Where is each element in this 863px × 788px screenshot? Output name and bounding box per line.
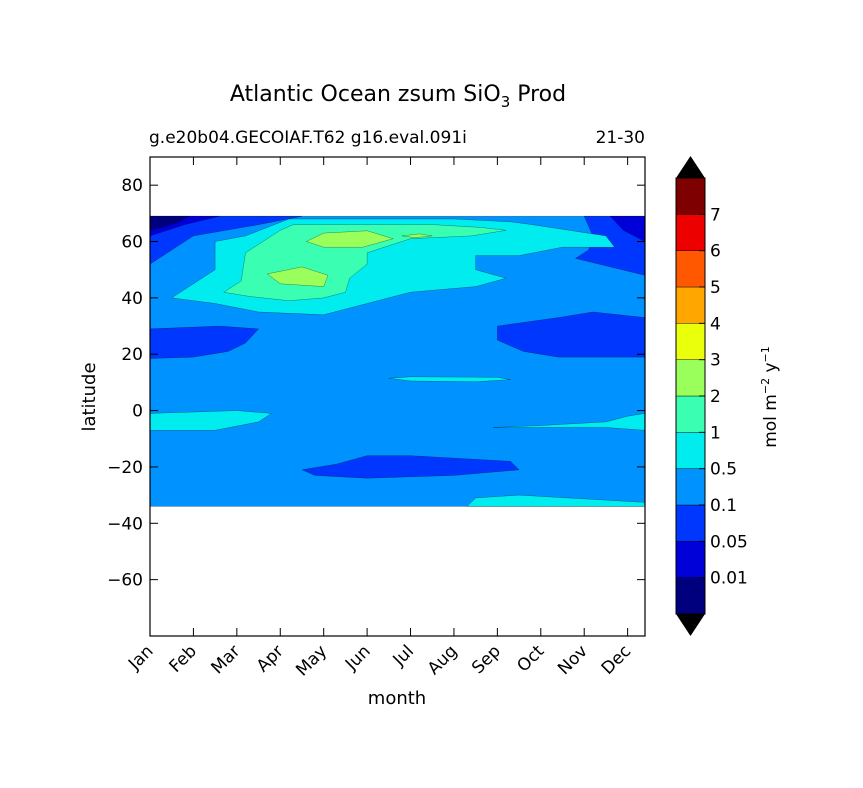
colorbar-tick-label: 1: [710, 423, 721, 443]
contour-region-16: [492, 413, 645, 431]
contour-region-6: [609, 215, 645, 242]
colorbar-segment: [675, 577, 706, 615]
colorbar-segment: [675, 286, 706, 324]
x-tick-label: Dec: [598, 641, 635, 678]
colorbar-label-main: mol m: [761, 394, 781, 448]
y-tick-label: −60: [107, 571, 143, 591]
x-tick-label: Nov: [554, 641, 592, 679]
y-tick-label: −40: [107, 514, 143, 534]
subtitle-right: 21-30: [596, 128, 645, 148]
contour-region-12: [150, 325, 260, 359]
x-axis-label: month: [368, 688, 426, 709]
colorbar-label-exp1: −2: [759, 378, 772, 394]
colorbar-label-exp2: −1: [759, 346, 772, 362]
y-tick-label: 60: [121, 233, 143, 253]
contour-plot-area: [149, 156, 646, 637]
colorbar-tick-label: 4: [710, 314, 721, 334]
x-tick-label: Jun: [341, 641, 375, 675]
y-axis-label: latitude: [79, 362, 100, 431]
colorbar-segment: [675, 250, 706, 288]
colorbar-segment: [675, 395, 706, 433]
colorbar-tick-label: 0.1: [710, 496, 737, 516]
colorbar-tick-label: 2: [710, 387, 721, 407]
y-tick-label: 80: [121, 176, 143, 196]
colorbar-tick-label: 0.01: [710, 569, 748, 589]
colorbar-tick-label: 5: [710, 278, 721, 298]
colorbar-segment: [675, 541, 706, 578]
x-tick-label: Oct: [513, 641, 548, 676]
contour-region-15: [150, 410, 273, 431]
title-subscript: 3: [501, 93, 511, 111]
title-main: Atlantic Ocean zsum SiO: [230, 82, 501, 107]
x-tick-label: Aug: [424, 641, 462, 679]
plot-frame: [149, 156, 646, 637]
contour-region-13: [497, 311, 645, 358]
colorbar-extend-top: [676, 156, 705, 178]
contour-region-18: [466, 494, 645, 507]
colorbar-tick-label: 7: [710, 205, 721, 225]
y-tick-label: 40: [121, 289, 143, 309]
x-tick-label: Sep: [468, 641, 505, 678]
x-tick-label: Feb: [166, 641, 201, 676]
x-tick-label: Apr: [253, 641, 288, 676]
contour-region-9: [305, 230, 394, 248]
contour-region-11: [401, 233, 433, 238]
colorbar-segment: [675, 214, 706, 251]
colorbar-tick-label: 3: [710, 351, 721, 371]
contour-region-4: [150, 215, 190, 231]
x-tick-label: Jul: [389, 641, 418, 670]
y-tick-label: −20: [107, 458, 143, 478]
colorbar-segment: [675, 432, 706, 469]
x-tick-label: May: [292, 641, 331, 680]
colorbar-label-mid: y: [761, 362, 781, 377]
subtitle-left: g.e20b04.GECOIAF.T62 g16.eval.091i: [149, 128, 467, 148]
y-axis: 80 60 40 20 0 −20 −40 −60: [107, 176, 645, 591]
title-tail: Prod: [510, 82, 566, 107]
colorbar-label: mol m−2 y−1: [759, 346, 781, 448]
contour-regions: [150, 215, 645, 507]
contour-region-17: [301, 455, 520, 479]
y-tick-label: 20: [121, 345, 143, 365]
colorbar-segment: [675, 177, 706, 215]
colorbar-tick-label: 0.5: [710, 460, 737, 480]
colorbar-segment: [675, 359, 706, 397]
colorbar: 0.01 0.05 0.1 0.5 1 2 3 4 5 6 7: [675, 156, 748, 636]
y-tick-label: 0: [132, 402, 143, 422]
colorbar-segment: [675, 323, 706, 360]
colorbar-tick-label: 0.05: [710, 532, 748, 552]
colorbar-extend-bottom: [676, 614, 705, 636]
contour-region-10: [266, 266, 329, 287]
contour-region-14: [388, 376, 511, 383]
chart-title: Atlantic Ocean zsum SiO3 Prod: [230, 82, 566, 111]
x-tick-label: Mar: [208, 641, 245, 678]
x-tick-label: Jan: [124, 641, 157, 674]
colorbar-segment: [675, 504, 706, 542]
contour-region-2: [150, 215, 303, 265]
colorbar-segment: [675, 468, 706, 506]
colorbar-tick-label: 6: [710, 242, 721, 262]
